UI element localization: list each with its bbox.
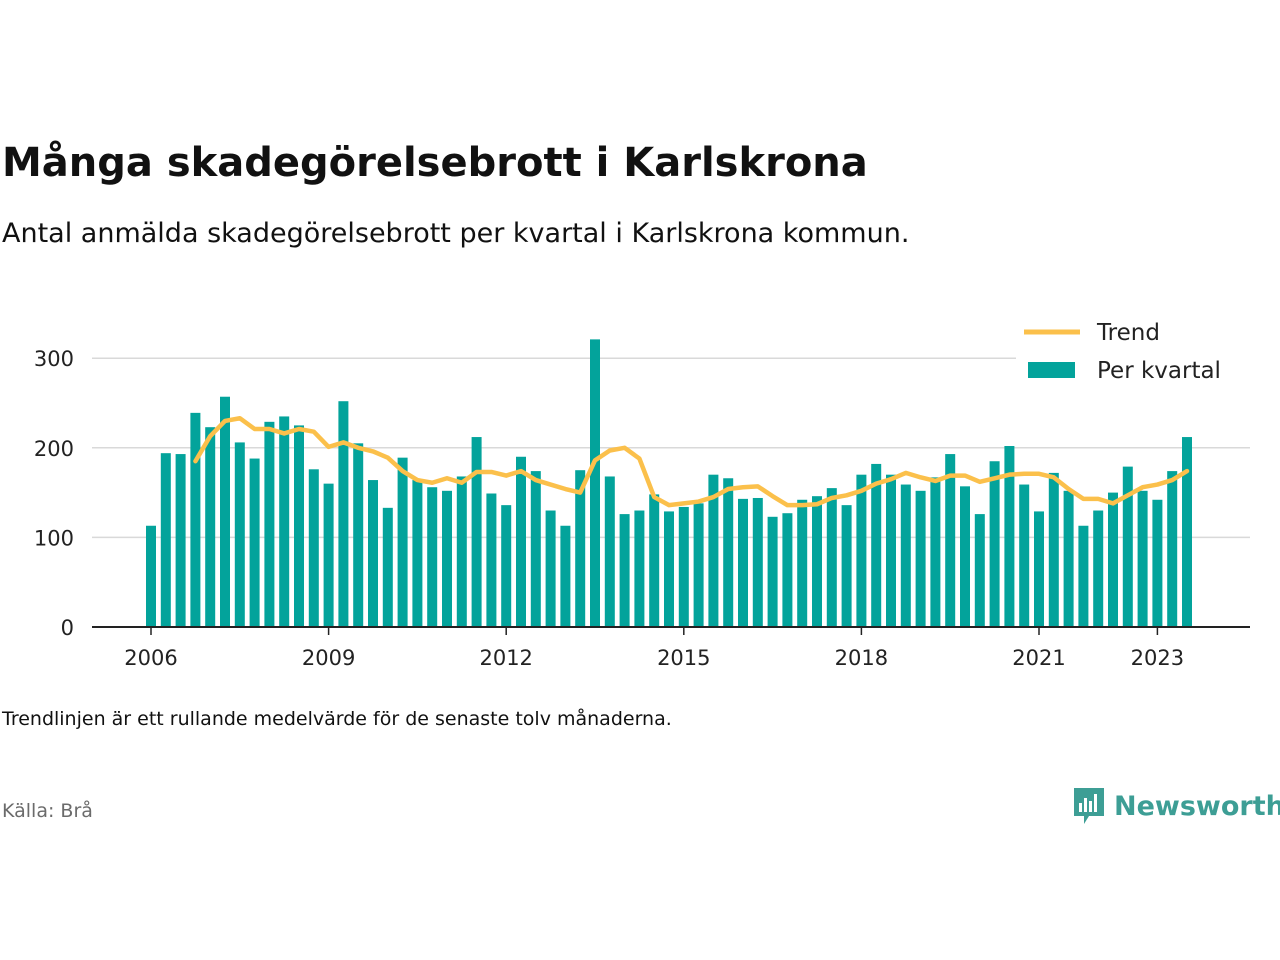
bar — [160, 453, 171, 627]
bar — [175, 454, 186, 627]
bar — [545, 510, 556, 627]
bar — [960, 486, 970, 627]
footnote: Trendlinjen är ett rullande medelvärde f… — [2, 708, 672, 730]
bar — [575, 470, 586, 627]
x-tick-label: 2023 — [1131, 646, 1184, 670]
bar — [1152, 499, 1163, 627]
trend-series — [193, 415, 1190, 508]
bar — [826, 488, 837, 627]
x-tick-label: 2009 — [302, 646, 355, 670]
bar — [619, 514, 630, 627]
bar — [708, 474, 719, 627]
bar — [989, 461, 1000, 627]
bar — [368, 480, 378, 627]
bar-series — [146, 339, 1192, 627]
brand-logo: Newsworthy — [1072, 784, 1280, 828]
bar — [590, 339, 600, 627]
bar — [1004, 446, 1015, 627]
bar — [723, 478, 734, 627]
bar — [841, 505, 852, 627]
bar — [234, 442, 245, 627]
bar — [279, 416, 290, 627]
bar — [560, 525, 571, 627]
chart-area: 0 100 200 300 2006 2009 2012 2015 2018 2021 2023 T… — [33, 312, 1252, 670]
bar — [1034, 511, 1044, 627]
bar — [752, 497, 763, 627]
bar — [738, 498, 748, 627]
y-tick-label: 100 — [34, 526, 74, 550]
newsworthy-logo-icon — [1074, 788, 1104, 824]
bar — [649, 494, 660, 627]
bar — [397, 457, 408, 627]
axes: 0 100 200 300 2006 2009 2012 2015 2018 2021 2023 — [34, 347, 1250, 670]
bar — [664, 511, 674, 627]
bar — [220, 396, 230, 627]
bar — [604, 476, 615, 627]
bar — [1063, 490, 1074, 627]
bar — [382, 507, 393, 627]
bar — [856, 474, 867, 627]
bar — [915, 490, 926, 627]
bar — [871, 463, 882, 627]
bar — [456, 476, 467, 627]
legend-trend-label: Trend — [1096, 320, 1160, 346]
x-tick-label: 2021 — [1012, 646, 1065, 670]
bar — [412, 480, 423, 627]
bar — [516, 456, 526, 627]
bar — [264, 421, 275, 627]
bar — [1167, 471, 1178, 627]
bar — [930, 477, 941, 627]
x-tick-label: 2006 — [124, 646, 177, 670]
bar — [1093, 510, 1104, 627]
bar — [501, 505, 512, 627]
bar — [693, 503, 704, 627]
bar — [1019, 484, 1030, 627]
bar — [190, 412, 201, 627]
bar — [338, 401, 349, 627]
bar — [1182, 437, 1192, 627]
bar — [1048, 472, 1059, 627]
legend: Trend Per kvartal — [1016, 312, 1252, 394]
bar — [767, 516, 778, 627]
bar — [900, 484, 911, 627]
source-label: Källa: Brå — [2, 800, 93, 822]
x-tick-label: 2015 — [657, 646, 710, 670]
bar — [974, 514, 985, 627]
bar — [146, 525, 156, 627]
x-tick-label: 2012 — [479, 646, 532, 670]
y-tick-label: 300 — [34, 347, 74, 371]
bar — [442, 490, 452, 627]
legend-bars-swatch — [1028, 362, 1075, 378]
bar — [634, 510, 645, 627]
bar — [1108, 492, 1118, 627]
bar — [886, 474, 896, 627]
bar — [678, 506, 689, 627]
chart-title: Många skadegörelsebrott i Karlskrona — [2, 140, 868, 186]
bar — [1137, 490, 1148, 627]
trend-line — [193, 415, 1190, 508]
x-tick-label: 2018 — [835, 646, 888, 670]
bar — [486, 493, 497, 627]
bar — [471, 437, 482, 627]
bar — [427, 487, 438, 627]
bar — [812, 496, 822, 627]
bar — [294, 425, 304, 627]
bar — [205, 427, 216, 627]
bar — [308, 469, 319, 627]
bar — [530, 471, 541, 627]
bar — [1078, 525, 1089, 627]
chart-subtitle: Antal anmälda skadegörelsebrott per kvar… — [2, 218, 910, 249]
bar — [782, 513, 793, 627]
bar — [797, 499, 808, 627]
y-tick-label: 200 — [34, 437, 74, 461]
legend-bars-label: Per kvartal — [1097, 358, 1221, 384]
legend-background — [1016, 312, 1252, 394]
bar — [353, 443, 364, 627]
bar — [323, 483, 334, 627]
bar — [249, 458, 260, 627]
bar — [1122, 466, 1133, 627]
y-tick-label: 0 — [61, 616, 74, 640]
bar — [945, 454, 956, 627]
brand-name: Newsworthy — [1114, 790, 1280, 822]
